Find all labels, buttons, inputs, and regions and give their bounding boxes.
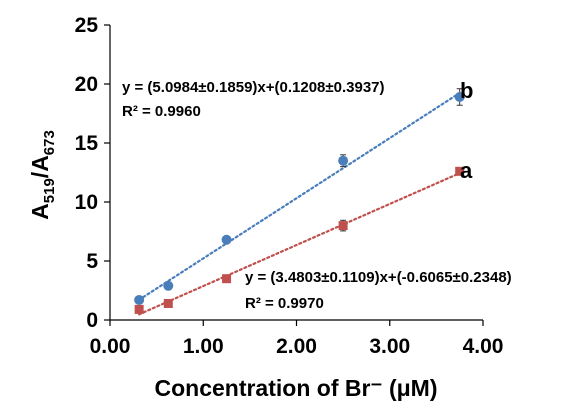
x-axis-ticks: 0.00 1.00 2.00 3.00 4.00: [90, 320, 504, 358]
x-axis-title: Concentration of Br⁻ (μM): [154, 375, 437, 401]
series-a-equation: y = (3.4803±0.1109)x+(-0.6065±0.2348): [245, 269, 512, 286]
y-tick-label: 0: [86, 309, 98, 332]
y-tick-label: 10: [75, 191, 98, 214]
series-a-point: [338, 221, 348, 231]
series-a-r2: R² = 0.9970: [245, 295, 324, 312]
series-b-point: [163, 280, 174, 291]
y-axis-ticks: 0 5 10 15 20 25: [75, 14, 110, 332]
trendlines: [138, 91, 461, 316]
y-tick-label: 5: [86, 250, 98, 273]
x-tick-label: 2.00: [276, 335, 317, 358]
y-tick-label: 25: [75, 14, 99, 37]
series-a-point: [163, 298, 173, 308]
series-a-point: [222, 274, 232, 284]
series-b-point: [134, 294, 145, 305]
x-tick-label: 3.00: [369, 335, 410, 358]
series-a-point: [134, 304, 144, 314]
series-a-trendline: [138, 172, 461, 316]
series-b-point: [454, 91, 465, 102]
y-tick-label: 20: [75, 73, 98, 96]
series-a-point: [455, 166, 465, 176]
series-b-label: b: [460, 78, 473, 103]
series-b-trendline: [138, 91, 461, 301]
y-tick-label: 15: [75, 132, 99, 155]
series-b-point: [338, 155, 349, 166]
data-points: [134, 91, 465, 314]
series-b-point: [221, 234, 232, 245]
y-axis-title: A519/A673: [27, 130, 58, 220]
series-b-equation: y = (5.0984±0.1859)x+(0.1208±0.3937): [122, 79, 385, 96]
x-tick-label: 1.00: [183, 335, 224, 358]
x-tick-label: 0.00: [90, 335, 131, 358]
series-a-label: a: [460, 158, 473, 183]
x-tick-label: 4.00: [463, 335, 504, 358]
series-b-r2: R² = 0.9960: [122, 103, 201, 120]
